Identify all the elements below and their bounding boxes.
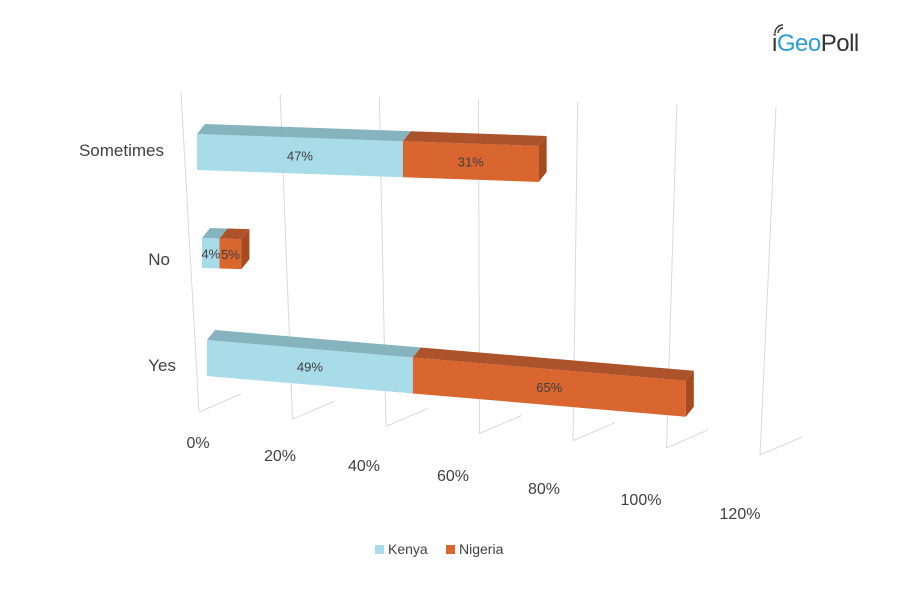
data-label: 4% bbox=[201, 246, 220, 261]
floor-gridline bbox=[572, 422, 616, 442]
bar-nigeria-no bbox=[219, 238, 242, 270]
floor-gridline bbox=[479, 415, 522, 434]
bar-top-kenya-yes bbox=[207, 330, 421, 358]
bar-nigeria-yes bbox=[412, 357, 686, 417]
floor-gridline bbox=[759, 436, 803, 456]
x-tick-label: 100% bbox=[621, 492, 662, 509]
bar-end-yes bbox=[685, 370, 694, 417]
logo-poll: Poll bbox=[820, 30, 860, 57]
legend-swatch bbox=[446, 545, 455, 554]
x-tick-label: 60% bbox=[437, 468, 469, 485]
gridline bbox=[180, 91, 200, 413]
floor-gridline bbox=[292, 400, 335, 420]
data-label: 47% bbox=[287, 149, 313, 164]
legend-label: Kenya bbox=[388, 541, 428, 557]
bar-kenya-no bbox=[202, 238, 220, 269]
bar-kenya-yes bbox=[207, 340, 413, 394]
logo-i: i bbox=[772, 30, 777, 57]
x-tick-label: 80% bbox=[528, 481, 560, 498]
tick-labels: 0% 20% 40% 60% 80% 100% 120% bbox=[186, 435, 760, 523]
bars: 47% 31% 4% 5% 49% 65% bbox=[197, 124, 694, 417]
floor-gridline bbox=[198, 393, 242, 413]
floor-gridline bbox=[666, 429, 709, 449]
bar-top-kenya-no bbox=[202, 228, 228, 239]
legend-swatch bbox=[375, 545, 384, 554]
category-label: Sometimes bbox=[79, 141, 164, 160]
category-label: Yes bbox=[148, 356, 176, 375]
bar-top-nigeria-no bbox=[219, 228, 250, 240]
bar-top-nigeria-sometimes bbox=[402, 131, 547, 146]
bar-end-no bbox=[241, 229, 250, 270]
signal-icon bbox=[774, 24, 784, 34]
bar-top-kenya-sometimes bbox=[197, 124, 411, 142]
floor-gridline bbox=[385, 407, 429, 427]
data-label: 5% bbox=[221, 247, 240, 262]
data-label: 65% bbox=[536, 380, 562, 395]
x-tick-label: 20% bbox=[264, 448, 296, 465]
data-label: 49% bbox=[297, 360, 323, 375]
bar-kenya-sometimes bbox=[197, 134, 403, 178]
bar-nigeria-sometimes bbox=[402, 141, 539, 182]
geopoll-logo: iGeoPoll iGeoPoll bbox=[772, 24, 860, 58]
category-labels: Sometimes No Yes bbox=[79, 141, 176, 375]
bar-top-nigeria-yes bbox=[412, 347, 694, 381]
gridline bbox=[759, 106, 777, 456]
legend: Kenya Nigeria bbox=[375, 541, 504, 557]
x-tick-label: 120% bbox=[720, 506, 761, 523]
logo-geo: Geo bbox=[776, 30, 821, 57]
category-label: No bbox=[148, 250, 170, 269]
x-tick-label: 0% bbox=[186, 435, 209, 452]
legend-label: Nigeria bbox=[459, 541, 504, 557]
bar-end-sometimes bbox=[538, 135, 547, 182]
data-label: 31% bbox=[458, 155, 484, 170]
x-tick-label: 40% bbox=[348, 458, 380, 475]
